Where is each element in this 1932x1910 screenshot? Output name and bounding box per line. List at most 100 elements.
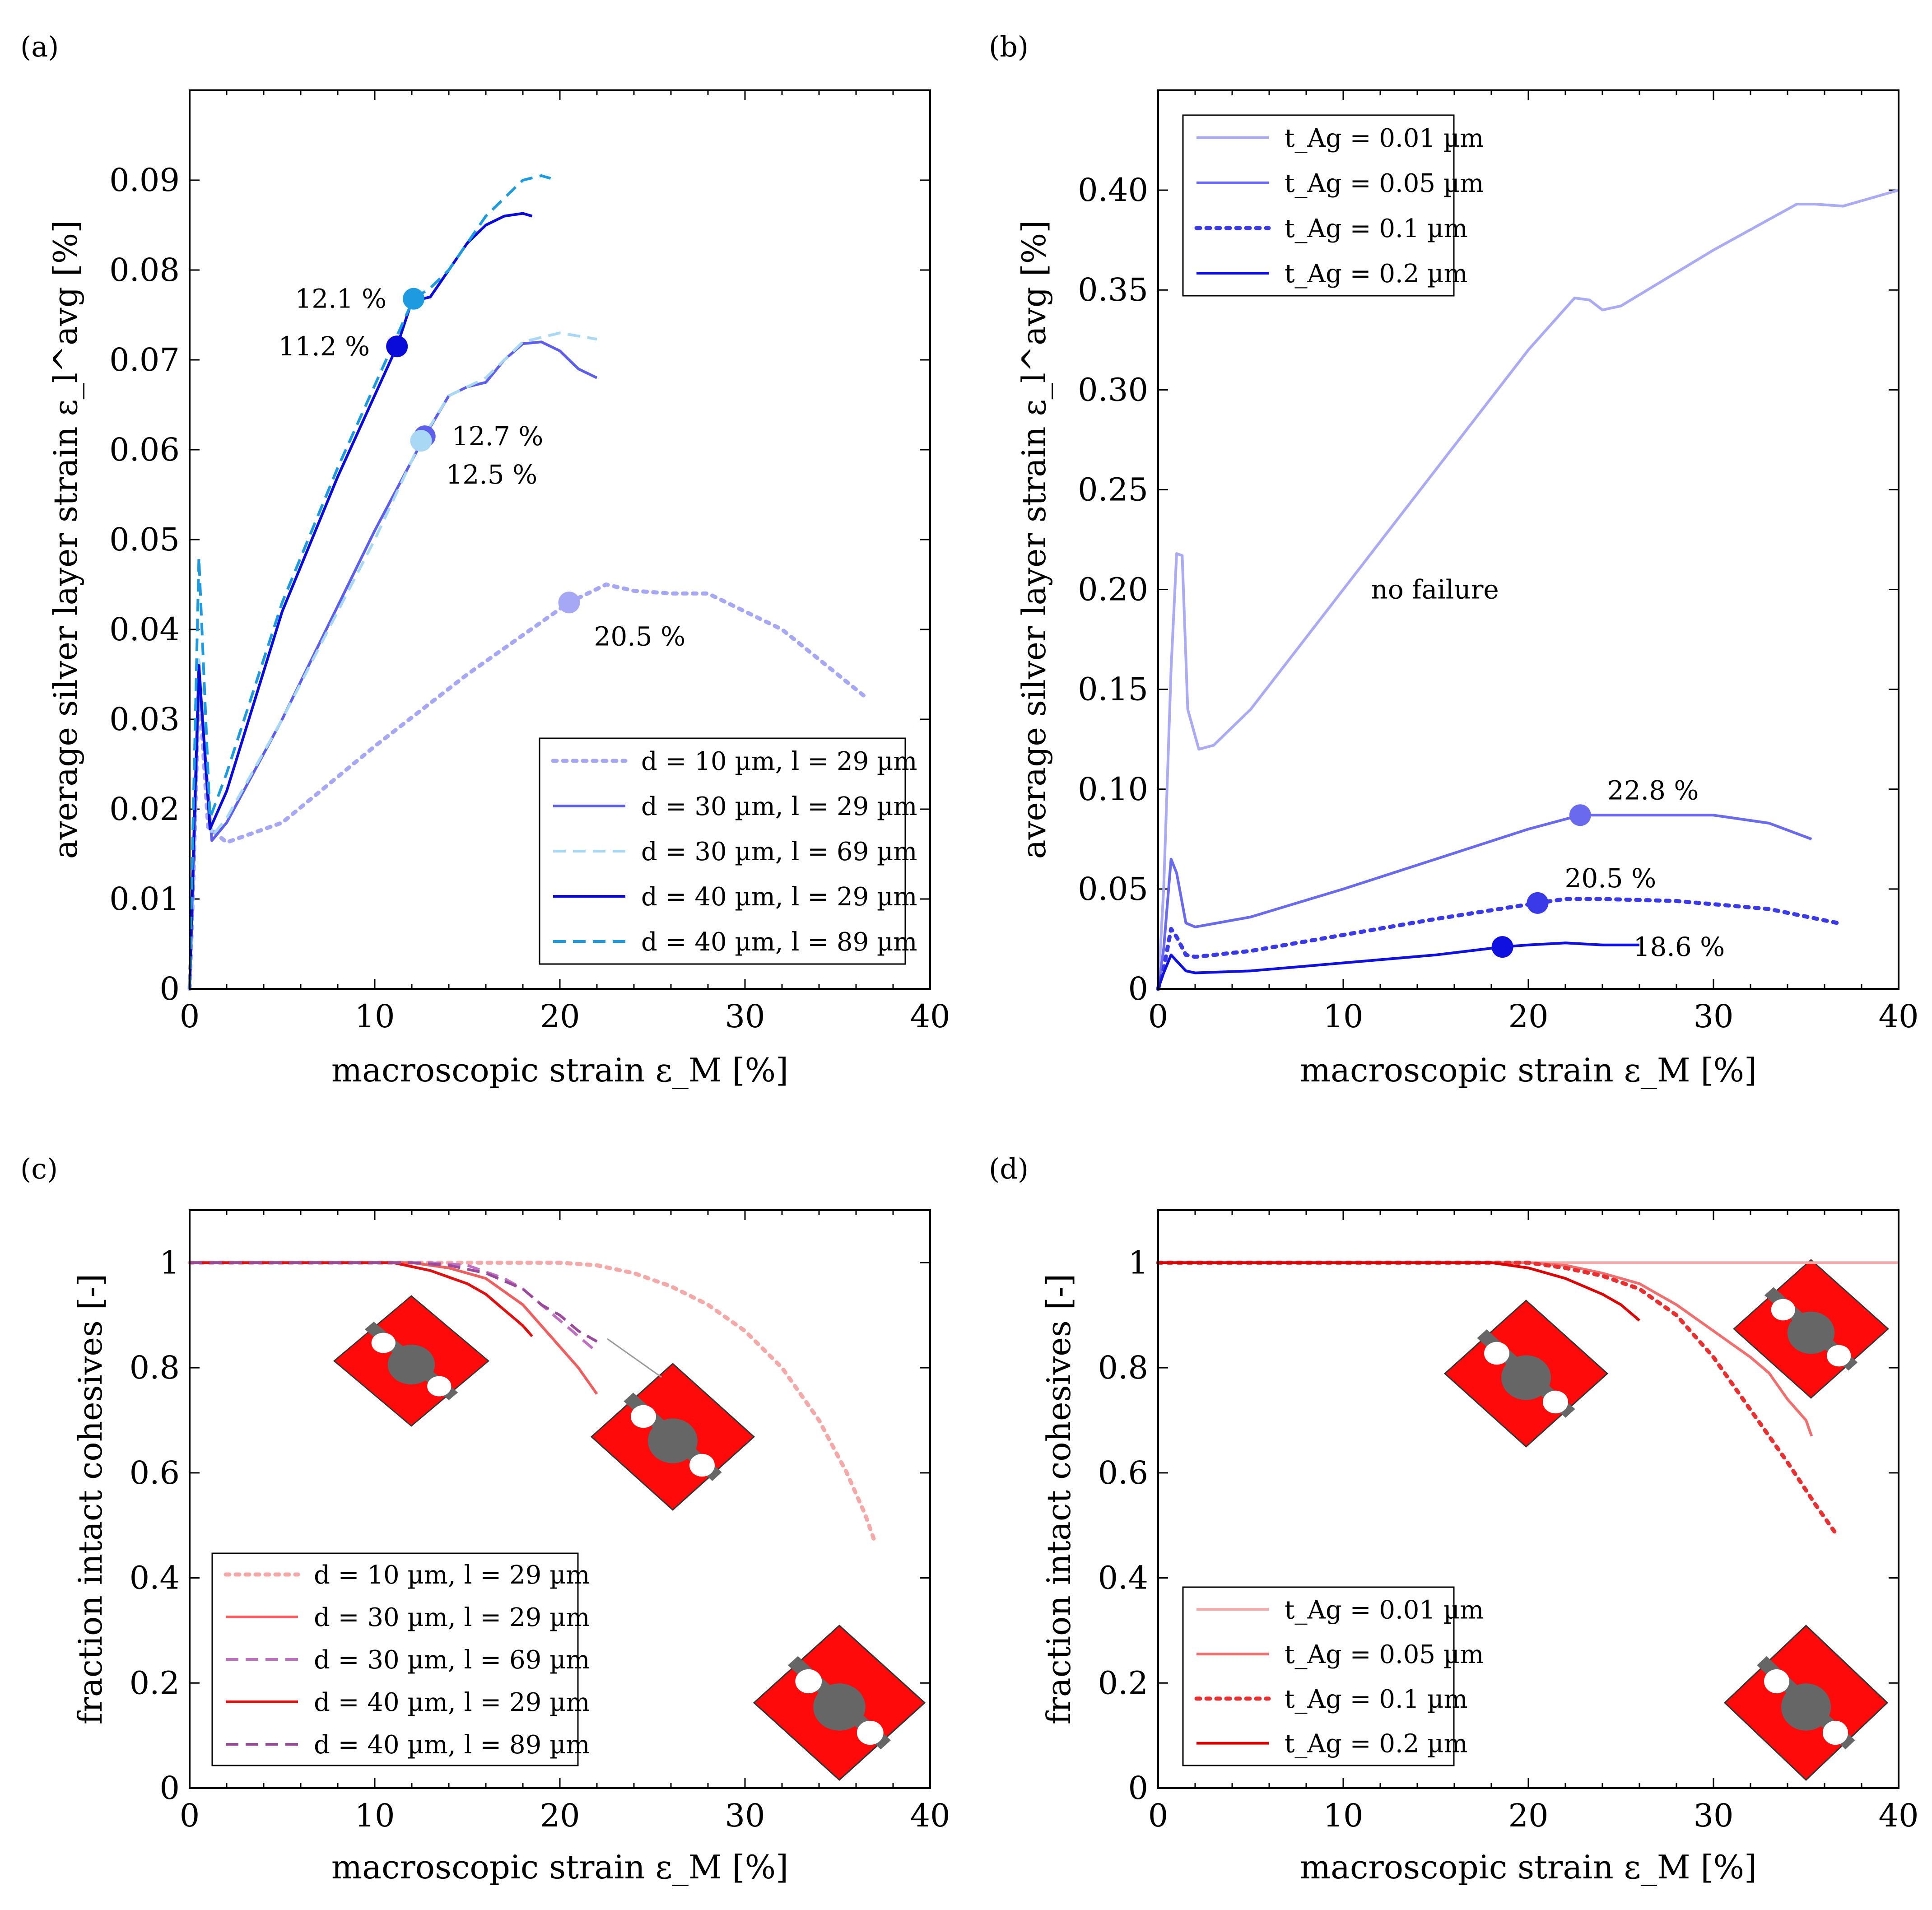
x-tick-label: 0 <box>1148 998 1169 1035</box>
panel-b: (b) 22.8 % 20.5 % 18.6 % 0 10 20 30 40 0 0.05 0.1… <box>989 30 1919 1089</box>
legend-entry-label: t_Ag = 0.2 µm <box>1285 1729 1468 1759</box>
panel-d-ylabel: fraction intact cohesives [-] <box>1040 1274 1078 1725</box>
x-tick-label: 10 <box>1323 998 1363 1035</box>
inset-mesh-t02 <box>1444 1300 1608 1448</box>
legend-entry-label: t_Ag = 0.1 µm <box>1285 1685 1468 1714</box>
legend-entry-label: t_Ag = 0.01 µm <box>1285 124 1484 153</box>
legend-entry-label: d = 10 µm, l = 29 µm <box>314 1561 590 1590</box>
failure-marker <box>558 592 580 614</box>
y-tick-label: 0.40 <box>1078 172 1148 209</box>
failure-strain-label: 11.2 % <box>278 331 370 362</box>
panel-d-legend: t_Ag = 0.01 µm t_Ag = 0.05 µm t_Ag = 0.1 µ… <box>1182 1586 1484 1766</box>
series-line <box>190 1261 598 1353</box>
panel-d-tick-labels: 0 10 20 30 40 0 0.2 0.4 0.6 0.8 1 <box>1098 1244 1919 1834</box>
legend-entry-label: t_Ag = 0.05 µm <box>1285 169 1484 198</box>
panel-b-markers: 22.8 % 20.5 % 18.6 % <box>1491 775 1725 962</box>
legend-entry-label: d = 30 µm, l = 69 µm <box>641 837 917 866</box>
panel-b-tick-labels: 0 10 20 30 40 0 0.05 0.10 0.15 0.20 0.25 0.30 0.35 0.… <box>1078 172 1918 1035</box>
failure-strain-label: 12.1 % <box>295 284 386 314</box>
panel-c-legend: d = 10 µm, l = 29 µm d = 30 µm, l = 29 µm… <box>211 1552 590 1766</box>
y-tick-label: 0.8 <box>1098 1349 1148 1386</box>
legend-entry-label: d = 30 µm, l = 29 µm <box>641 792 917 821</box>
series-line <box>1158 1261 1640 1322</box>
inset-mesh-d10 <box>753 1625 926 1781</box>
legend-entry-label: t_Ag = 0.05 µm <box>1285 1640 1484 1669</box>
failure-marker <box>386 335 408 358</box>
x-tick-label: 20 <box>1508 998 1548 1035</box>
series-line <box>190 1261 598 1343</box>
x-tick-label: 0 <box>1148 1797 1169 1834</box>
panel-b-series <box>1156 189 1899 991</box>
y-tick-label: 0.20 <box>1078 571 1148 608</box>
x-tick-label: 0 <box>180 1797 200 1834</box>
inset-mesh-t005 <box>1733 1259 1889 1399</box>
failure-marker <box>403 288 425 310</box>
panel-a-ylabel: average silver layer strain ε_l^avg [%] <box>47 220 84 859</box>
panel-b-legend: t_Ag = 0.01 µm t_Ag = 0.05 µm t_Ag = 0.1 µ… <box>1182 114 1484 297</box>
failure-strain-label: 12.5 % <box>446 459 538 490</box>
x-tick-label: 20 <box>540 998 580 1035</box>
y-tick-label: 1 <box>159 1244 180 1281</box>
series-line <box>1156 897 1840 991</box>
y-tick-label: 0.8 <box>130 1349 180 1386</box>
x-tick-label: 30 <box>1693 998 1733 1035</box>
y-tick-label: 0.6 <box>1098 1454 1148 1491</box>
y-tick-label: 0 <box>1128 1770 1148 1807</box>
y-tick-label: 0.02 <box>109 791 180 828</box>
legend-entry-label: d = 40 µm, l = 29 µm <box>314 1688 590 1717</box>
panel-c-xlabel: macroscopic strain ε_M [%] <box>331 1848 788 1886</box>
legend-entry-label: d = 40 µm, l = 89 µm <box>314 1730 590 1760</box>
failure-marker <box>1527 892 1549 914</box>
series-line <box>1156 1260 1840 1538</box>
legend-box <box>1182 1586 1455 1766</box>
inset-pointer-line <box>607 1338 662 1378</box>
panel-label-c: (c) <box>20 1152 58 1185</box>
y-tick-label: 0.05 <box>109 521 180 558</box>
x-tick-label: 40 <box>910 1797 950 1834</box>
series-line <box>187 582 867 991</box>
y-tick-label: 0.01 <box>109 880 180 918</box>
failure-strain-label: 22.8 % <box>1607 775 1699 806</box>
y-tick-label: 0 <box>159 970 180 1007</box>
failure-marker <box>1569 804 1591 826</box>
panel-c: (c) 0 10 20 30 40 0 0.2 0.4 0.6 0.8 1 macroscopic … <box>20 1152 950 1886</box>
panel-c-frame <box>189 1209 931 1789</box>
no-failure-annotation: no failure <box>1371 574 1499 605</box>
inset-mesh-d30 <box>591 1363 755 1511</box>
y-tick-label: 0.06 <box>109 431 180 468</box>
panel-d: (d) 0 10 20 30 40 0 0.2 0.4 0.6 0.8 1 macroscopic … <box>989 1152 1919 1886</box>
failure-strain-label: 20.5 % <box>1565 863 1657 894</box>
y-tick-label: 0.4 <box>130 1560 180 1597</box>
y-tick-label: 0.03 <box>109 701 180 738</box>
series-line <box>1157 941 1639 989</box>
failure-strain-label: 12.7 % <box>452 421 544 452</box>
y-tick-label: 1 <box>1128 1244 1148 1281</box>
y-tick-label: 0.15 <box>1078 671 1148 708</box>
legend-entry-label: t_Ag = 0.2 µm <box>1285 259 1468 289</box>
legend-entry-label: d = 10 µm, l = 29 µm <box>641 747 917 776</box>
failure-marker <box>410 430 432 452</box>
y-tick-label: 0.09 <box>109 162 180 199</box>
x-tick-label: 10 <box>354 998 395 1035</box>
panel-d-series <box>1156 1260 1899 1538</box>
y-tick-label: 0.2 <box>1098 1664 1148 1701</box>
legend-entry-label: d = 40 µm, l = 89 µm <box>641 927 917 957</box>
x-tick-label: 30 <box>725 998 765 1035</box>
y-tick-label: 0.6 <box>130 1454 180 1491</box>
failure-marker <box>1491 936 1513 958</box>
x-tick-label: 40 <box>1878 998 1918 1035</box>
y-tick-label: 0.4 <box>1098 1560 1148 1597</box>
series-line <box>1158 1261 1813 1437</box>
failure-strain-label: 18.6 % <box>1634 932 1725 962</box>
x-tick-label: 40 <box>1878 1797 1918 1834</box>
x-tick-label: 40 <box>910 998 950 1035</box>
failure-strain-label: 20.5 % <box>594 621 686 652</box>
panel-a-frame <box>189 89 931 990</box>
legend-entry-label: t_Ag = 0.1 µm <box>1285 214 1468 243</box>
panel-d-xlabel: macroscopic strain ε_M [%] <box>1300 1848 1757 1886</box>
panel-a-markers: 12.1 % 11.2 % 12.7 % 12.5 % 20.5 % <box>278 284 685 652</box>
series-line <box>190 1261 598 1395</box>
y-tick-label: 0.05 <box>1078 871 1148 908</box>
series-line <box>1157 814 1812 989</box>
